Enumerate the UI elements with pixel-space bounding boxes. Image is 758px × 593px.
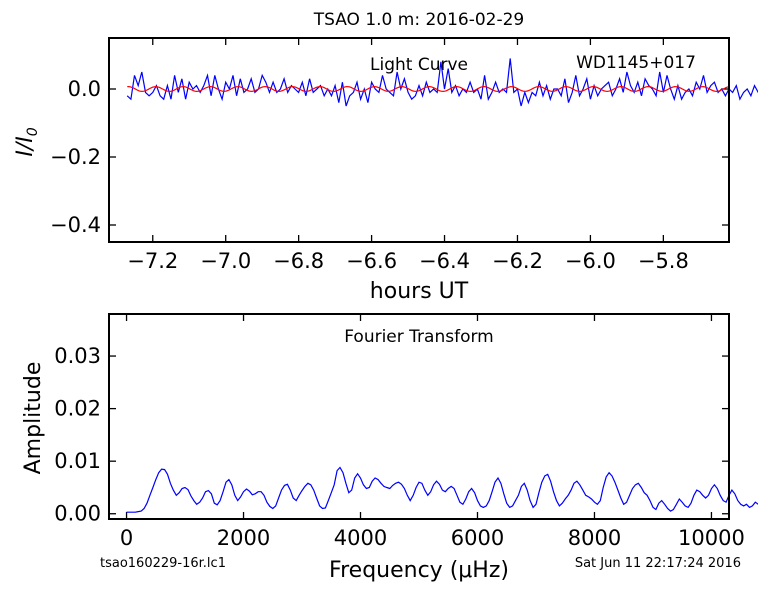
fourier-y-tick-label: 0.01 [54,449,101,473]
light-curve-x-tick-label: −6.8 [273,249,324,273]
fourier-x-axis-label: Frequency (μHz) [329,558,509,583]
light-curve-y-tick-label: −0.4 [50,213,101,237]
fourier-x-tick-label: 8000 [568,526,621,550]
fourier-panel: Fourier Transform Frequency (μHz) Amplit… [21,313,758,583]
light-curve-x-axis-label: hours UT [370,279,469,304]
light-curve-y-axis-label: I/I0 [13,127,41,156]
light-curve-data-series [126,58,758,107]
light-curve-x-tick-label: −7.0 [200,249,251,273]
light-curve-panel: Light Curve WD1145+017 hours UT I/I0 −7.… [13,37,758,304]
target-name-label: WD1145+017 [576,53,696,73]
y-label-subscript: 0 [25,127,41,136]
light-curve-x-tick-label: −7.2 [127,249,178,273]
light-curve-x-tick-label: −6.6 [346,249,397,273]
timestamp-label: Sat Jun 11 22:17:24 2016 [575,556,741,571]
fourier-y-tick-label: 0.03 [54,344,101,368]
file-name-label: tsao160229-16r.lc1 [100,556,226,571]
fourier-x-tick-label: 6000 [451,526,504,550]
fourier-x-tick-label: 2000 [217,526,270,550]
fourier-x-tick-label: 4000 [334,526,387,550]
figure-title: TSAO 1.0 m: 2016-02-29 [313,10,525,30]
fourier-y-axis-label: Amplitude [21,362,46,475]
light-curve-x-tick-label: −5.8 [638,249,689,273]
y-label-i: I/I [13,136,38,156]
fourier-title: Fourier Transform [344,327,493,347]
light-curve-x-tick-label: −6.2 [492,249,543,273]
light-curve-title: Light Curve [370,55,468,75]
fourier-amplitude-series [126,466,758,513]
fourier-axes-frame [108,313,730,520]
light-curve-y-tick-label: −0.2 [50,145,101,169]
light-curve-model-series [127,85,730,93]
light-curve-x-tick-label: −6.4 [419,249,470,273]
fourier-y-tick-label: 0.00 [54,502,101,526]
fourier-x-tick-label: 10000 [678,526,745,550]
fourier-x-tick-label: 0 [120,526,133,550]
light-curve-x-tick-label: −6.0 [565,249,616,273]
light-curve-axes-frame [108,37,730,243]
light-curve-y-tick-label: 0.0 [68,77,101,101]
fourier-y-tick-label: 0.02 [54,397,101,421]
